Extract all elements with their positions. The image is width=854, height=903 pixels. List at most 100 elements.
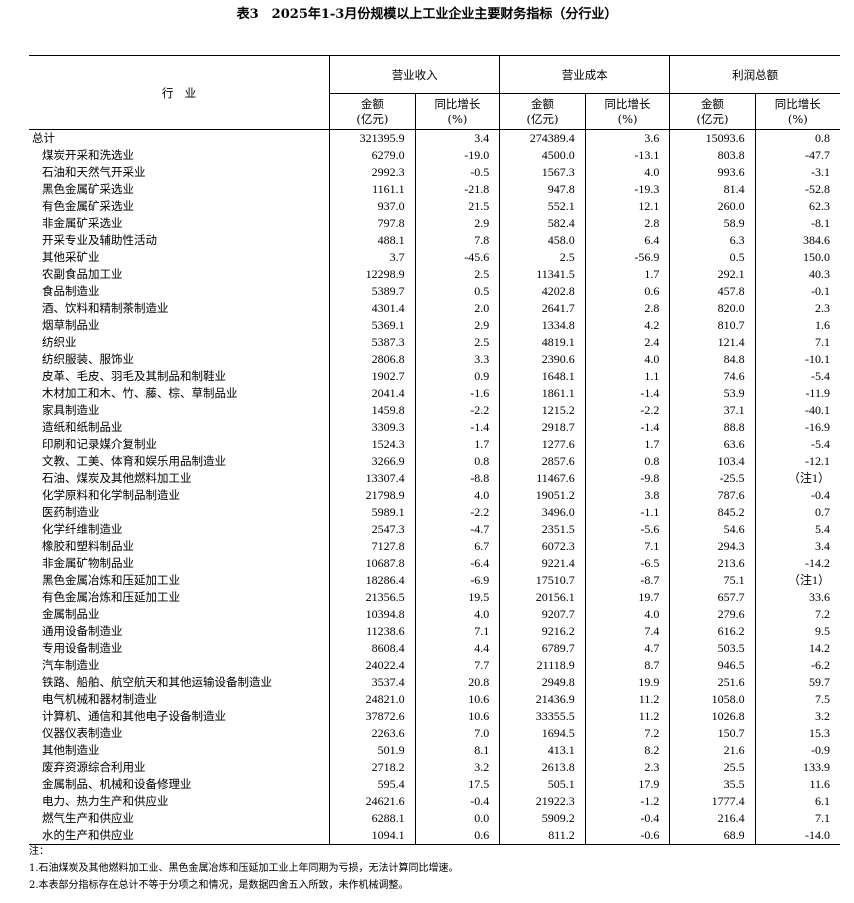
table-row: 纺织业 5387.3 2.5 4819.1 2.4 121.4 7.1: [29, 334, 840, 351]
amount-header: 金额 (亿元): [499, 93, 586, 130]
cost-growth: -0.6: [584, 827, 670, 845]
cost-amount: 11467.6: [499, 470, 586, 487]
cost-amount: 4202.8: [499, 283, 586, 300]
table-row: 其他制造业 501.9 8.1 413.1 8.2 21.6 -0.9: [29, 742, 840, 759]
table-row: 酒、饮料和精制茶制造业 4301.4 2.0 2641.7 2.8 820.0 2.3: [29, 300, 840, 317]
revenue-amount: 13307.4: [329, 470, 416, 487]
revenue-amount: 3.7: [329, 249, 416, 266]
cost-amount: 2918.7: [499, 419, 586, 436]
amount-header: 金额 (亿元): [669, 93, 756, 130]
cost-growth: -9.8: [584, 470, 670, 487]
growth-header-unit: (%): [787, 111, 808, 126]
cost-amount: 274389.4: [499, 129, 586, 147]
cost-growth: 4.0: [584, 606, 670, 623]
revenue-growth: -8.8: [414, 470, 500, 487]
profit-growth: 9.5: [754, 623, 840, 640]
revenue-growth: -2.2: [414, 402, 500, 419]
revenue-amount: 7127.8: [329, 538, 416, 555]
cost-growth: 2.3: [584, 759, 670, 776]
cost-amount: 1648.1: [499, 368, 586, 385]
revenue-amount: 2806.8: [329, 351, 416, 368]
cost-amount: 2949.8: [499, 674, 586, 691]
revenue-amount: 6288.1: [329, 810, 416, 827]
cost-growth: 6.4: [584, 232, 670, 249]
industry-name: 电气机械和器材制造业: [42, 692, 157, 706]
cost-growth: -1.2: [584, 793, 670, 810]
table-row: 农副食品加工业 12298.9 2.5 11341.5 1.7 292.1 40.3: [29, 266, 840, 283]
industry-name: 纺织业: [42, 335, 77, 349]
revenue-growth: -1.6: [414, 385, 500, 402]
revenue-amount: 2718.2: [329, 759, 416, 776]
revenue-amount: 797.8: [329, 215, 416, 232]
industry-name: 计算机、通信和其他电子设备制造业: [42, 709, 226, 723]
cost-amount: 1861.1: [499, 385, 586, 402]
cost-growth: 12.1: [584, 198, 670, 215]
table-row: 非金属矿物制品业 10687.8 -6.4 9221.4 -6.5 213.6 -14.2: [29, 555, 840, 572]
table-row: 化学纤维制造业 2547.3 -4.7 2351.5 -5.6 54.6 5.4: [29, 521, 840, 538]
revenue-amount: 6279.0: [329, 147, 416, 164]
revenue-amount: 10394.8: [329, 606, 416, 623]
profit-amount: 1777.4: [669, 793, 756, 810]
industry-name: 家具制造业: [42, 403, 100, 417]
revenue-amount: 937.0: [329, 198, 416, 215]
industry-name: 仪器仪表制造业: [42, 726, 123, 740]
revenue-growth: 4.4: [414, 640, 500, 657]
cost-growth: -0.4: [584, 810, 670, 827]
growth-header: 同比增长 (%): [584, 93, 670, 130]
industry-name: 铁路、船舶、航空航天和其他运输设备制造业: [42, 675, 272, 689]
profit-amount: 63.6: [669, 436, 756, 453]
profit-growth: 1.6: [754, 317, 840, 334]
profit-growth: -0.1: [754, 283, 840, 300]
revenue-growth: 0.5: [414, 283, 500, 300]
revenue-amount: 8608.4: [329, 640, 416, 657]
revenue-growth: 3.4: [414, 129, 500, 147]
cost-growth: 2.4: [584, 334, 670, 351]
industry-name: 酒、饮料和精制茶制造业: [42, 301, 169, 315]
revenue-growth: -6.4: [414, 555, 500, 572]
revenue-amount: 1094.1: [329, 827, 416, 845]
table-row: 皮革、毛皮、羽毛及其制品和制鞋业 1902.7 0.9 1648.1 1.1 74.6 -5…: [29, 368, 840, 385]
cost-growth: 11.2: [584, 691, 670, 708]
cost-growth: 4.0: [584, 351, 670, 368]
table-row: 其他采矿业 3.7 -45.6 2.5 -56.9 0.5 150.0: [29, 249, 840, 266]
profit-growth: -8.1: [754, 215, 840, 232]
cost-growth: 8.7: [584, 657, 670, 674]
cost-amount: 582.4: [499, 215, 586, 232]
table-row: 木材加工和木、竹、藤、棕、草制品业 2041.4 -1.6 1861.1 -1.4 53.…: [29, 385, 840, 402]
table-row: 医药制造业 5989.1 -2.2 3496.0 -1.1 845.2 0.7: [29, 504, 840, 521]
cost-growth: 0.8: [584, 453, 670, 470]
industry-name: 农副食品加工业: [42, 267, 123, 281]
profit-amount: 103.4: [669, 453, 756, 470]
profit-growth: 7.5: [754, 691, 840, 708]
profit-amount: 946.5: [669, 657, 756, 674]
profit-amount: 260.0: [669, 198, 756, 215]
growth-header: 同比增长 (%): [754, 93, 840, 130]
industry-name: 石油、煤炭及其他燃料加工业: [42, 471, 192, 485]
cost-growth: -13.1: [584, 147, 670, 164]
financial-indicators-table: 行 业 营业收入 营业成本 利润总额 金额 (亿元) 同比增长 (%) 金额 (亿元) 同比…: [29, 55, 840, 845]
table-row: 纺织服装、服饰业 2806.8 3.3 2390.6 4.0 84.8 -10.1: [29, 351, 840, 368]
cost-amount: 458.0: [499, 232, 586, 249]
revenue-growth: 19.5: [414, 589, 500, 606]
revenue-growth: 2.5: [414, 266, 500, 283]
cost-header: 营业成本: [499, 55, 670, 94]
table-row: 黑色金属矿采选业 1161.1 -21.8 947.8 -19.3 81.4 -52.8: [29, 181, 840, 198]
table-row: 燃气生产和供应业 6288.1 0.0 5909.2 -0.4 216.4 7.1: [29, 810, 840, 827]
profit-growth: 15.3: [754, 725, 840, 742]
revenue-growth: -6.9: [414, 572, 500, 589]
revenue-amount: 18286.4: [329, 572, 416, 589]
table-row: 汽车制造业 24022.4 7.7 21118.9 8.7 946.5 -6.2: [29, 657, 840, 674]
revenue-growth: -45.6: [414, 249, 500, 266]
table-row: 金属制品、机械和设备修理业 595.4 17.5 505.1 17.9 35.5 11.6: [29, 776, 840, 793]
growth-header-label: 同比增长: [774, 96, 821, 111]
profit-amount: 121.4: [669, 334, 756, 351]
growth-header-label: 同比增长: [604, 96, 651, 111]
profit-growth: -14.2: [754, 555, 840, 572]
table-row: 有色金属矿采选业 937.0 21.5 552.1 12.1 260.0 62.3: [29, 198, 840, 215]
industry-name: 化学原料和化学制品制造业: [42, 488, 180, 502]
growth-header-label: 同比增长: [434, 96, 481, 111]
revenue-amount: 21356.5: [329, 589, 416, 606]
industry-name: 汽车制造业: [42, 658, 100, 672]
profit-amount: 292.1: [669, 266, 756, 283]
profit-amount: 1026.8: [669, 708, 756, 725]
